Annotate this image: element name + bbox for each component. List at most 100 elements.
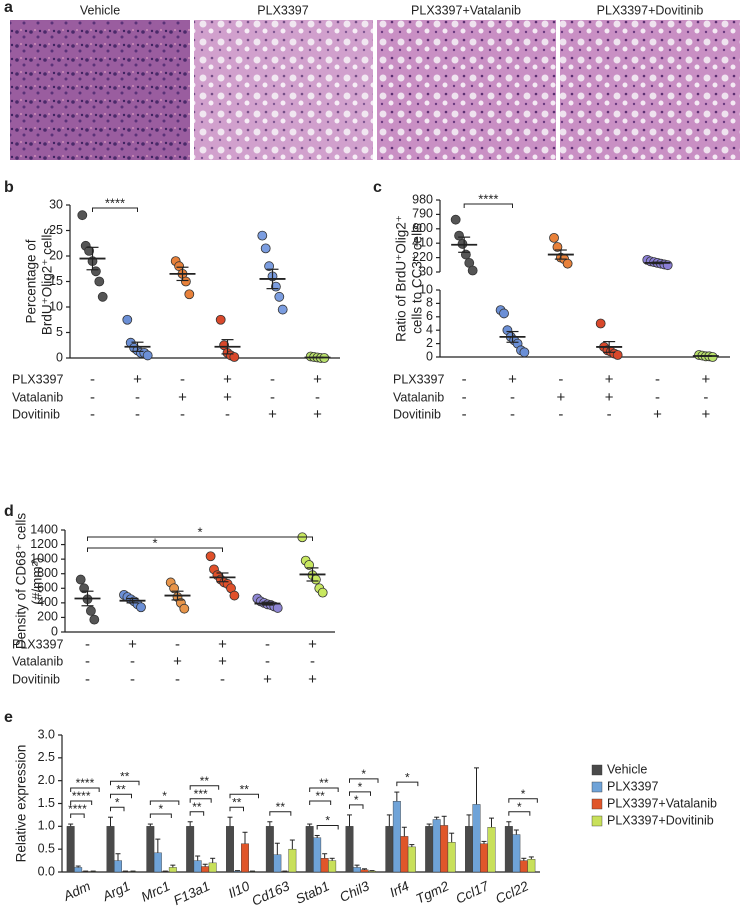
condition-sign: + <box>308 636 317 653</box>
data-point <box>549 232 559 243</box>
condition-sign: + <box>263 671 272 688</box>
y-tick-label: 6 <box>426 309 433 323</box>
condition-sign: - <box>310 653 315 670</box>
bar <box>106 826 115 873</box>
data-point <box>304 560 315 570</box>
data-point <box>229 590 240 601</box>
condition-name: PLX3397 <box>393 372 444 386</box>
x-tick-label: Tgm2 <box>414 878 452 906</box>
data-point <box>257 230 268 241</box>
bar <box>527 859 536 873</box>
significance-label: ** <box>276 800 286 814</box>
condition-sign: + <box>308 671 317 688</box>
x-tick-label: Mrc1 <box>139 878 173 904</box>
significance-bracket <box>87 547 223 552</box>
x-tick-label: Adm <box>60 878 92 904</box>
significance-label: * <box>361 767 366 781</box>
y-tick-label: 790 <box>412 207 433 221</box>
significance-bracket <box>309 787 339 793</box>
condition-name: Dovitinib <box>12 407 60 421</box>
significance-label: ** <box>192 800 202 814</box>
y-tick-label: 1.5 <box>38 796 55 810</box>
data-point <box>205 551 216 562</box>
bar <box>288 848 297 873</box>
y-tick-label: 5 <box>56 325 63 339</box>
y-tick-label: 410 <box>412 235 433 249</box>
histology-image <box>194 20 373 160</box>
data-point <box>180 276 191 287</box>
significance-label: * <box>158 802 163 816</box>
condition-sign: - <box>558 406 563 423</box>
condition-sign: - <box>462 406 467 423</box>
significance-label: ** <box>120 769 130 783</box>
significance-bracket <box>149 813 172 819</box>
bar <box>233 870 242 873</box>
significance-bracket <box>396 781 419 787</box>
significance-label: **** <box>76 776 95 790</box>
bar <box>400 836 409 873</box>
y-tick-label: 0 <box>426 349 433 363</box>
significance-label: * <box>354 793 359 807</box>
significance-bracket <box>110 793 132 799</box>
bar <box>66 826 75 873</box>
data-point <box>184 289 195 300</box>
significance-bracket <box>316 824 339 830</box>
significance-label: ** <box>240 782 250 796</box>
condition-sign: - <box>265 636 270 653</box>
condition-sign: + <box>556 389 565 406</box>
condition-sign: - <box>85 636 90 653</box>
legend-swatch <box>591 781 603 793</box>
condition-sign: - <box>225 406 230 423</box>
bar <box>193 860 202 873</box>
data-point <box>79 583 89 594</box>
bar <box>392 801 401 873</box>
y-tick-label: 10 <box>419 282 433 296</box>
significance-label: * <box>521 787 526 801</box>
data-point <box>450 214 461 225</box>
significance-label: * <box>358 780 363 794</box>
significance-label: ** <box>116 782 126 796</box>
y-axis-label: Density of CD68⁺ cells <box>14 513 29 649</box>
significance-label: * <box>197 524 202 539</box>
condition-sign: - <box>270 389 275 406</box>
data-point <box>612 350 623 360</box>
data-point <box>179 603 190 614</box>
histology-image <box>560 20 740 160</box>
y-tick-label: 8 <box>426 296 433 310</box>
significance-bracket <box>92 207 138 212</box>
significance-label: *** <box>194 787 208 801</box>
y-axis-label: (#/mm²) <box>30 557 45 604</box>
bar <box>273 854 282 873</box>
x-tick-label: Il10 <box>226 878 253 901</box>
significance-bracket <box>110 780 140 786</box>
y-tick-label: 600 <box>412 221 433 235</box>
data-point <box>122 314 133 325</box>
condition-name: Vatalanib <box>393 390 444 404</box>
significance-bracket <box>229 793 259 799</box>
data-point <box>277 304 288 315</box>
data-point <box>136 602 146 613</box>
bar <box>74 867 83 873</box>
condition-sign: - <box>265 653 270 670</box>
y-tick-label: 0 <box>56 350 63 364</box>
legend-label: PLX3397+Dovitinib <box>607 813 714 827</box>
histology-image <box>10 20 190 160</box>
data-point <box>215 314 226 325</box>
significance-bracket <box>87 536 313 541</box>
panel-label: a <box>4 0 13 16</box>
significance-label: ** <box>315 789 325 803</box>
y-tick-label: 4 <box>426 322 433 336</box>
condition-name: Vatalanib <box>12 654 63 668</box>
significance-bracket <box>349 804 364 809</box>
y-tick-label: 2.5 <box>38 750 55 764</box>
data-point <box>142 350 153 361</box>
condition-sign: + <box>218 653 227 670</box>
condition-sign: + <box>605 389 614 406</box>
condition-sign: - <box>510 406 515 423</box>
significance-label: * <box>162 789 167 803</box>
panel-label: b <box>4 179 14 196</box>
condition-sign: - <box>510 389 515 406</box>
significance-bracket <box>189 811 205 816</box>
